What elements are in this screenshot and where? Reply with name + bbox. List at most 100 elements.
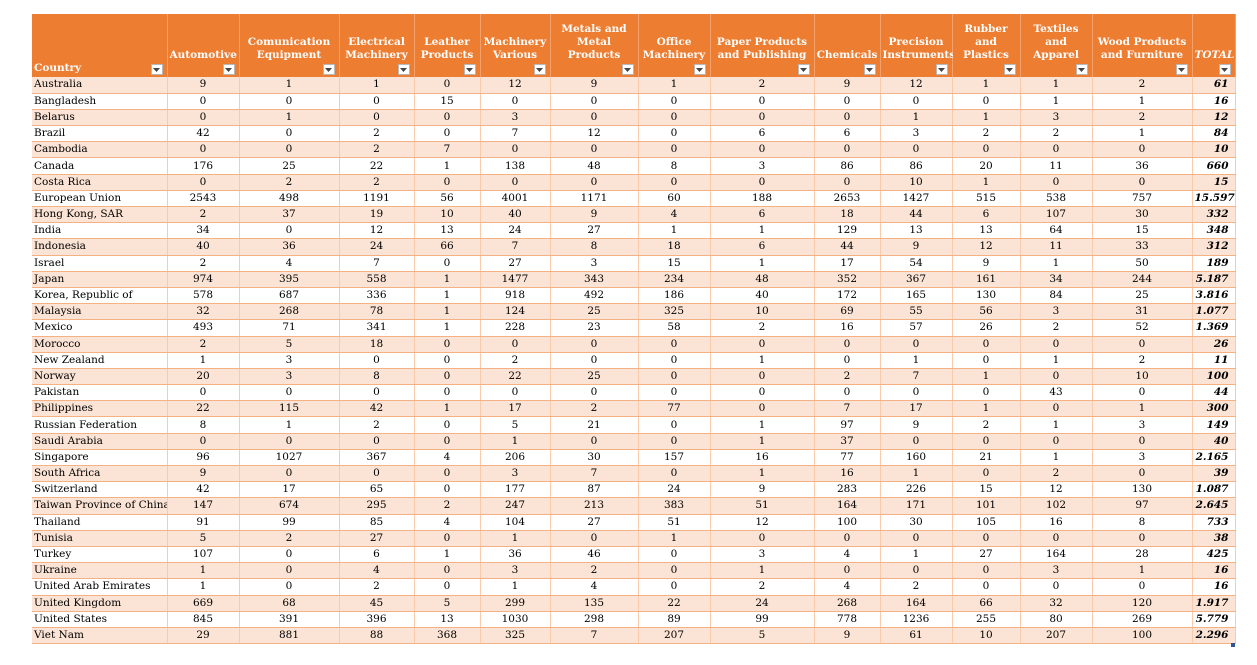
value-cell[interactable]: 2 xyxy=(710,77,815,94)
value-cell[interactable]: 0 xyxy=(952,384,1021,402)
value-cell[interactable]: 6 xyxy=(952,206,1021,224)
value-cell[interactable]: 12 xyxy=(480,77,551,94)
value-cell[interactable]: 2 xyxy=(480,352,551,369)
value-cell[interactable]: 3 xyxy=(1020,303,1093,321)
filter-dropdown-prec[interactable] xyxy=(935,64,948,75)
country-cell[interactable]: Mexico xyxy=(32,319,168,337)
value-cell[interactable]: 0 xyxy=(638,384,711,402)
value-cell[interactable]: 0 xyxy=(814,562,881,580)
value-cell[interactable]: 71 xyxy=(239,319,340,337)
filter-dropdown-paper[interactable] xyxy=(797,64,810,75)
filter-dropdown-country[interactable] xyxy=(150,64,163,75)
total-cell[interactable]: 1.077 xyxy=(1192,303,1236,321)
value-cell[interactable]: 845 xyxy=(167,611,240,628)
value-cell[interactable]: 2 xyxy=(339,174,415,191)
value-cell[interactable]: 0 xyxy=(550,384,639,402)
value-cell[interactable]: 50 xyxy=(1092,255,1193,272)
value-cell[interactable]: 115 xyxy=(239,400,340,418)
value-cell[interactable]: 1 xyxy=(1020,449,1093,467)
value-cell[interactable]: 61 xyxy=(880,627,953,645)
value-cell[interactable]: 1 xyxy=(1092,93,1193,110)
value-cell[interactable]: 13 xyxy=(414,222,481,240)
value-cell[interactable]: 367 xyxy=(339,449,415,467)
value-cell[interactable]: 54 xyxy=(880,255,953,272)
country-cell[interactable]: Malaysia xyxy=(32,303,168,321)
value-cell[interactable]: 40 xyxy=(167,238,240,256)
value-cell[interactable]: 97 xyxy=(1092,497,1193,515)
value-cell[interactable]: 0 xyxy=(1020,141,1093,159)
value-cell[interactable]: 0 xyxy=(550,433,639,450)
value-cell[interactable]: 2 xyxy=(880,578,953,596)
value-cell[interactable]: 9 xyxy=(550,206,639,224)
value-cell[interactable]: 1 xyxy=(952,77,1021,94)
value-cell[interactable]: 343 xyxy=(550,271,639,288)
value-cell[interactable]: 25 xyxy=(550,303,639,321)
value-cell[interactable]: 778 xyxy=(814,611,881,628)
value-cell[interactable]: 268 xyxy=(814,595,881,612)
value-cell[interactable]: 367 xyxy=(880,271,953,288)
value-cell[interactable]: 2 xyxy=(952,125,1021,143)
value-cell[interactable]: 3 xyxy=(1020,562,1093,580)
total-cell[interactable]: 3.816 xyxy=(1192,287,1236,305)
value-cell[interactable]: 30 xyxy=(550,449,639,467)
value-cell[interactable]: 0 xyxy=(239,562,340,580)
value-cell[interactable]: 8 xyxy=(1092,514,1193,531)
value-cell[interactable]: 12 xyxy=(952,238,1021,256)
value-cell[interactable]: 24 xyxy=(480,222,551,240)
value-cell[interactable]: 99 xyxy=(239,514,340,531)
value-cell[interactable]: 0 xyxy=(710,368,815,386)
value-cell[interactable]: 171 xyxy=(880,497,953,515)
value-cell[interactable]: 228 xyxy=(480,319,551,337)
value-cell[interactable]: 77 xyxy=(638,400,711,418)
value-cell[interactable]: 45 xyxy=(339,595,415,612)
value-cell[interactable]: 1236 xyxy=(880,611,953,628)
value-cell[interactable]: 37 xyxy=(239,206,340,224)
value-cell[interactable]: 2 xyxy=(1092,109,1193,127)
value-cell[interactable]: 0 xyxy=(480,174,551,191)
value-cell[interactable]: 0 xyxy=(339,93,415,110)
value-cell[interactable]: 391 xyxy=(239,611,340,628)
value-cell[interactable]: 16 xyxy=(710,449,815,467)
value-cell[interactable]: 207 xyxy=(1020,627,1093,645)
value-cell[interactable]: 1 xyxy=(710,255,815,272)
value-cell[interactable]: 15 xyxy=(1092,222,1193,240)
value-cell[interactable]: 1427 xyxy=(880,190,953,208)
value-cell[interactable]: 44 xyxy=(880,206,953,224)
country-cell[interactable]: United Arab Emirates xyxy=(32,578,168,596)
value-cell[interactable]: 2 xyxy=(414,497,481,515)
value-cell[interactable]: 2 xyxy=(167,206,240,224)
value-cell[interactable]: 25 xyxy=(550,368,639,386)
value-cell[interactable]: 5 xyxy=(167,530,240,547)
value-cell[interactable]: 9 xyxy=(880,238,953,256)
value-cell[interactable]: 492 xyxy=(550,287,639,305)
value-cell[interactable]: 674 xyxy=(239,497,340,515)
country-cell[interactable]: India xyxy=(32,222,168,240)
value-cell[interactable]: 0 xyxy=(550,174,639,191)
value-cell[interactable]: 4 xyxy=(414,514,481,531)
total-cell[interactable]: 332 xyxy=(1192,206,1236,224)
value-cell[interactable]: 0 xyxy=(710,336,815,353)
value-cell[interactable]: 5 xyxy=(710,627,815,645)
value-cell[interactable]: 0 xyxy=(167,141,240,159)
country-cell[interactable]: Viet Nam xyxy=(32,627,168,645)
value-cell[interactable]: 0 xyxy=(167,174,240,191)
value-cell[interactable]: 6 xyxy=(710,125,815,143)
country-cell[interactable]: Thailand xyxy=(32,514,168,531)
value-cell[interactable]: 0 xyxy=(1020,578,1093,596)
value-cell[interactable]: 0 xyxy=(167,109,240,127)
value-cell[interactable]: 0 xyxy=(167,93,240,110)
country-cell[interactable]: Switzerland xyxy=(32,481,168,499)
value-cell[interactable]: 234 xyxy=(638,271,711,288)
value-cell[interactable]: 0 xyxy=(414,109,481,127)
value-cell[interactable]: 0 xyxy=(952,93,1021,110)
value-cell[interactable]: 17 xyxy=(880,400,953,418)
value-cell[interactable]: 0 xyxy=(239,125,340,143)
value-cell[interactable]: 7 xyxy=(339,255,415,272)
value-cell[interactable]: 65 xyxy=(339,481,415,499)
value-cell[interactable]: 0 xyxy=(814,352,881,369)
total-cell[interactable]: 15 xyxy=(1192,174,1236,191)
value-cell[interactable]: 12 xyxy=(550,125,639,143)
value-cell[interactable]: 21 xyxy=(550,416,639,434)
value-cell[interactable]: 213 xyxy=(550,497,639,515)
value-cell[interactable]: 26 xyxy=(952,319,1021,337)
